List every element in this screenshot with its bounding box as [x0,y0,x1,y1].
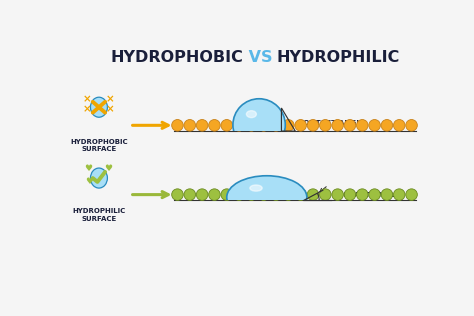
Circle shape [233,189,245,200]
Circle shape [184,189,196,200]
Text: ♥: ♥ [104,164,112,173]
Circle shape [209,189,220,200]
Ellipse shape [250,185,262,191]
Circle shape [221,189,233,200]
Circle shape [393,189,405,200]
Text: ×: × [83,104,92,114]
Circle shape [283,119,294,131]
Circle shape [319,119,331,131]
Text: VS: VS [243,50,278,65]
Circle shape [209,119,220,131]
Circle shape [406,189,417,200]
Text: ×: × [105,94,114,105]
Text: CONTACT ANGLE: CONTACT ANGLE [332,192,400,198]
Circle shape [258,119,270,131]
Circle shape [381,119,392,131]
Circle shape [172,189,183,200]
Circle shape [233,99,285,151]
Text: ♥: ♥ [86,177,94,185]
Circle shape [381,189,392,200]
Ellipse shape [246,111,256,118]
Circle shape [172,119,183,131]
Circle shape [196,119,208,131]
Circle shape [332,189,343,200]
Ellipse shape [91,168,108,188]
Circle shape [344,189,356,200]
Circle shape [356,119,368,131]
Circle shape [258,189,270,200]
Circle shape [369,189,380,200]
Text: HYDROPHILIC
SURFACE: HYDROPHILIC SURFACE [73,208,126,222]
Circle shape [307,189,319,200]
Circle shape [246,119,257,131]
Text: HYDROPHILIC: HYDROPHILIC [277,50,400,65]
Circle shape [344,119,356,131]
Circle shape [319,189,331,200]
Circle shape [406,119,417,131]
Text: ×: × [83,94,92,105]
Text: CONTACT ANGLE: CONTACT ANGLE [298,120,365,126]
Circle shape [307,119,319,131]
Circle shape [270,189,282,200]
Circle shape [295,189,307,200]
Circle shape [221,119,233,131]
Text: HYDROPHOBIC
SURFACE: HYDROPHOBIC SURFACE [70,139,128,152]
Circle shape [270,119,282,131]
Circle shape [332,119,343,131]
Circle shape [369,119,380,131]
Text: WATER
DROP: WATER DROP [245,112,273,125]
Circle shape [246,189,257,200]
Text: HYDROPHOBIC: HYDROPHOBIC [110,50,243,65]
Circle shape [196,189,208,200]
Circle shape [233,119,245,131]
Circle shape [295,119,307,131]
Ellipse shape [227,176,307,219]
Circle shape [356,189,368,200]
Text: ♥: ♥ [84,164,92,173]
Circle shape [184,119,196,131]
Circle shape [393,119,405,131]
Text: ×: × [105,104,114,114]
Ellipse shape [91,97,108,117]
Text: WATER
DROP: WATER DROP [253,183,281,196]
Circle shape [283,189,294,200]
